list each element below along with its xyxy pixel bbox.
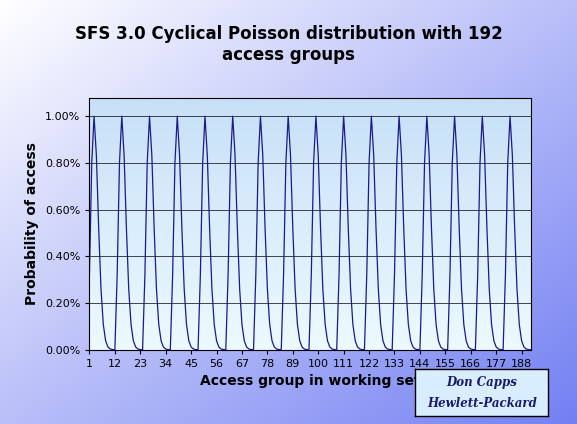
X-axis label: Access group in working set: Access group in working set xyxy=(200,374,421,388)
Text: Hewlett-Packard: Hewlett-Packard xyxy=(427,397,537,410)
Text: SFS 3.0 Cyclical Poisson distribution with 192
access groups: SFS 3.0 Cyclical Poisson distribution wi… xyxy=(74,25,503,64)
Text: Don Capps: Don Capps xyxy=(447,377,517,389)
Y-axis label: Probability of access: Probability of access xyxy=(25,142,39,305)
